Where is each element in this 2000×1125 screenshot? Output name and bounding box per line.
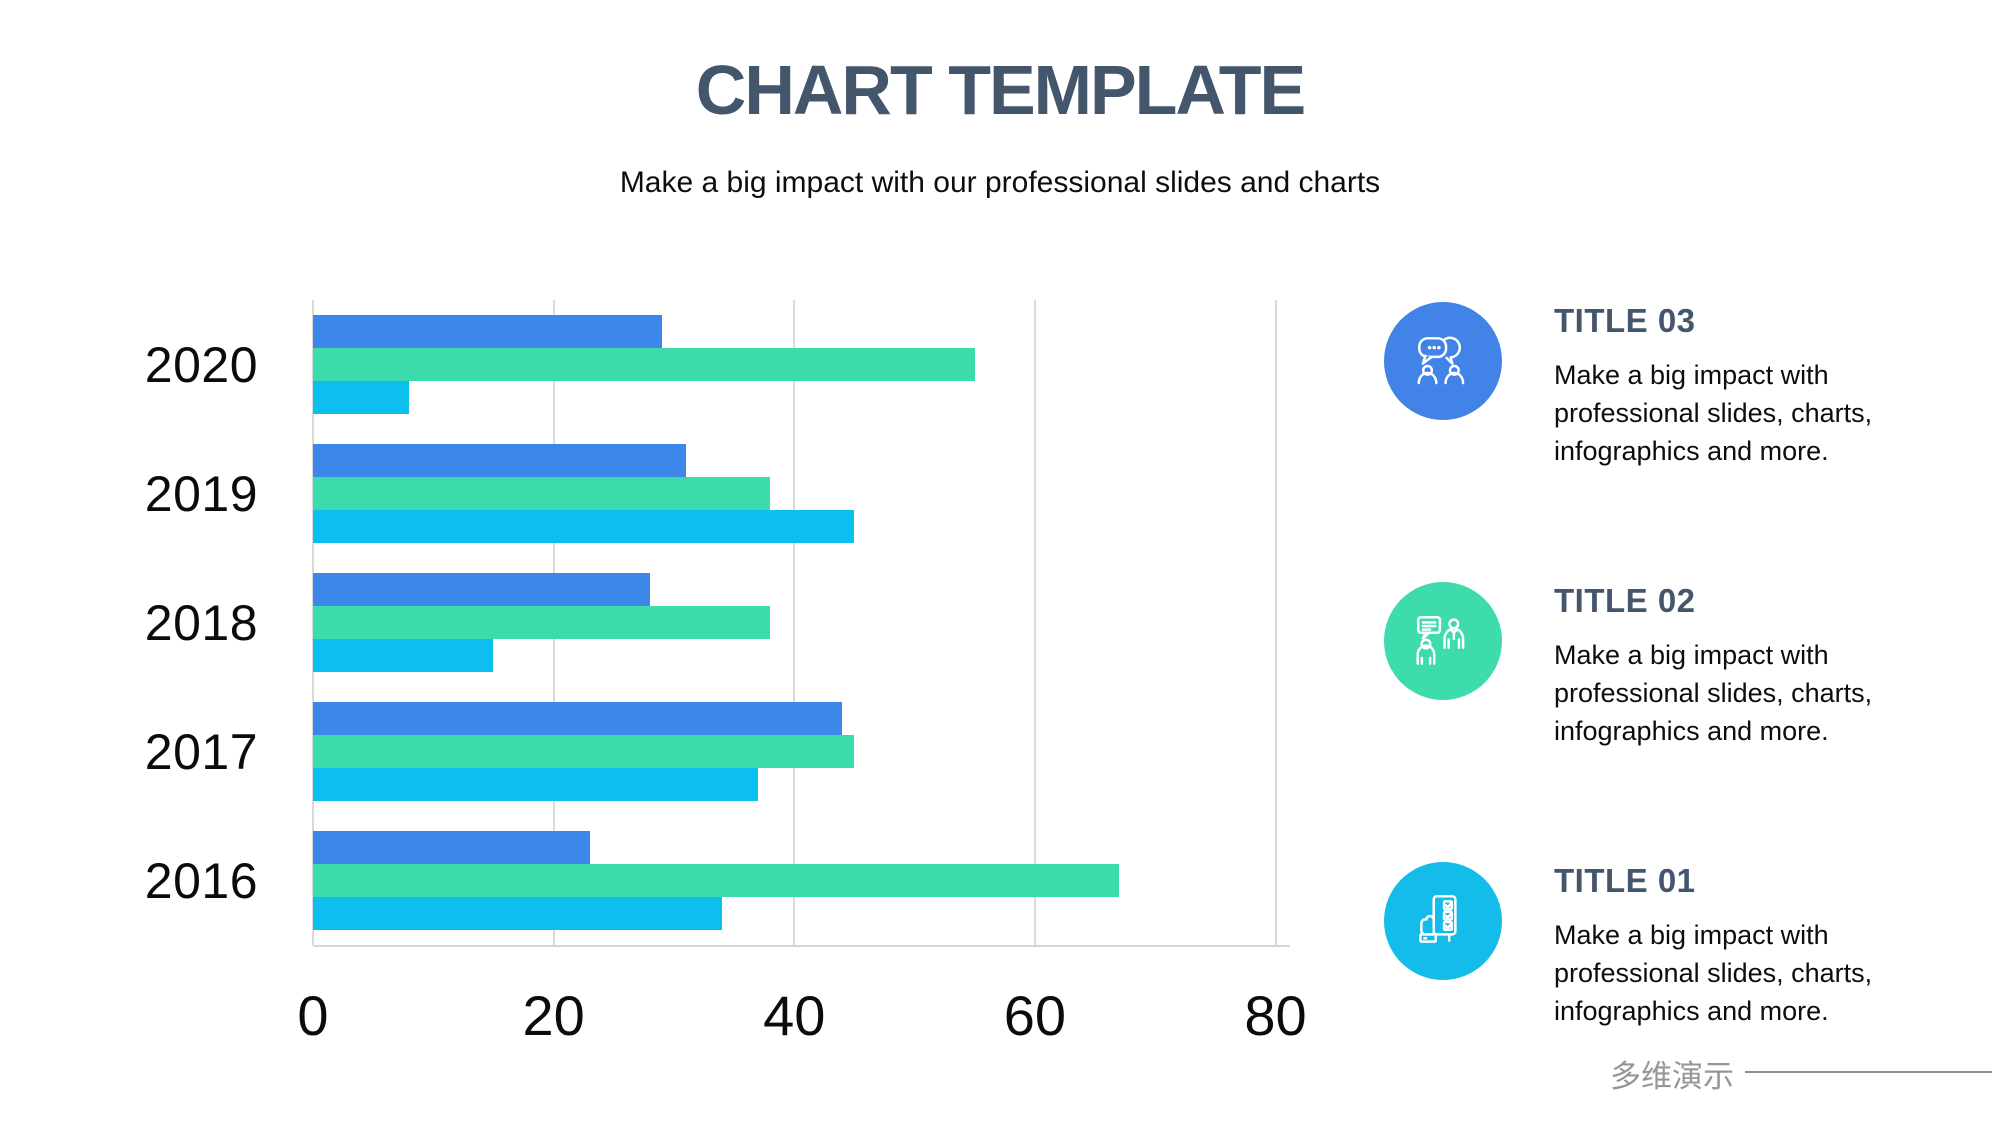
info-title: TITLE 03 — [1554, 302, 1696, 339]
x-axis-tick-label: 20 — [522, 984, 585, 1047]
y-axis-labels: 2020 2019 2018 2017 2016 — [60, 300, 258, 945]
y-axis-label-2016: 2016 — [144, 852, 258, 909]
x-axis-tick-label: 40 — [763, 984, 826, 1047]
footer-brand: 多维演示 — [1610, 1059, 1734, 1094]
x-axis-tick-label: 80 — [1244, 984, 1307, 1047]
y-axis-label-2020: 2020 — [144, 336, 258, 393]
info-body: Make a big impact with professional slid… — [1554, 360, 1873, 466]
bar-blue-2019 — [313, 444, 686, 477]
bar-group-2018 — [313, 558, 1290, 687]
page-title: CHART TEMPLATE — [695, 51, 1306, 129]
info-block-title-03: TITLE 03 Make a big impact with professi… — [1384, 302, 1894, 470]
bar-cyan-2020 — [313, 381, 410, 414]
info-block-title-01: TITLE 01 Make a big impact with professi… — [1384, 862, 1894, 1030]
info-text: TITLE 03 Make a big impact with professi… — [1554, 302, 1894, 470]
bar-group-2017 — [313, 687, 1290, 816]
bar-blue-2018 — [313, 573, 650, 606]
x-axis-tick-label: 0 — [297, 984, 329, 1047]
bar-blue-2020 — [313, 315, 662, 348]
bar-cyan-2018 — [313, 639, 494, 672]
chat-people-icon — [1384, 302, 1502, 420]
bar-green-2018 — [313, 606, 771, 639]
presentation-people-icon — [1384, 582, 1502, 700]
y-axis-label-2017: 2017 — [144, 723, 258, 780]
bar-cyan-2017 — [313, 768, 759, 801]
page-subtitle: Make a big impact with our professional … — [619, 166, 1381, 199]
info-column: TITLE 03 Make a big impact with professi… — [1384, 302, 2000, 1102]
info-block-title-02: TITLE 02 Make a big impact with professi… — [1384, 582, 1894, 750]
info-text: TITLE 01 Make a big impact with professi… — [1554, 862, 1894, 1030]
bar-green-2019 — [313, 477, 771, 510]
checklist-hand-icon — [1384, 862, 1502, 980]
info-body: Make a big impact with professional slid… — [1554, 640, 1873, 746]
bar-cyan-2016 — [313, 897, 723, 930]
bar-blue-2016 — [313, 831, 590, 864]
info-title: TITLE 02 — [1554, 582, 1696, 619]
info-text: TITLE 02 Make a big impact with professi… — [1554, 582, 1894, 750]
x-axis-tick-label: 60 — [1003, 984, 1067, 1047]
info-title: TITLE 01 — [1554, 862, 1696, 899]
bar-group-2019 — [313, 429, 1290, 558]
footer-divider-line — [1745, 1071, 1992, 1073]
bar-blue-2017 — [313, 702, 843, 735]
gridline — [1274, 300, 1277, 945]
bar-green-2020 — [313, 348, 975, 381]
gridline — [1033, 300, 1036, 945]
bar-group-2016 — [313, 816, 1290, 945]
bar-cyan-2019 — [313, 510, 855, 543]
y-axis-label-2019: 2019 — [144, 465, 258, 522]
x-axis-labels: 0 20 40 60 80 — [297, 984, 1306, 1048]
info-body: Make a big impact with professional slid… — [1554, 920, 1873, 1026]
y-axis-label-2018: 2018 — [144, 594, 258, 651]
plot-area — [312, 300, 1290, 947]
bar-green-2017 — [313, 735, 855, 768]
bar-green-2016 — [313, 864, 1120, 897]
gridline — [793, 300, 796, 945]
bar-group-2020 — [313, 300, 1290, 429]
